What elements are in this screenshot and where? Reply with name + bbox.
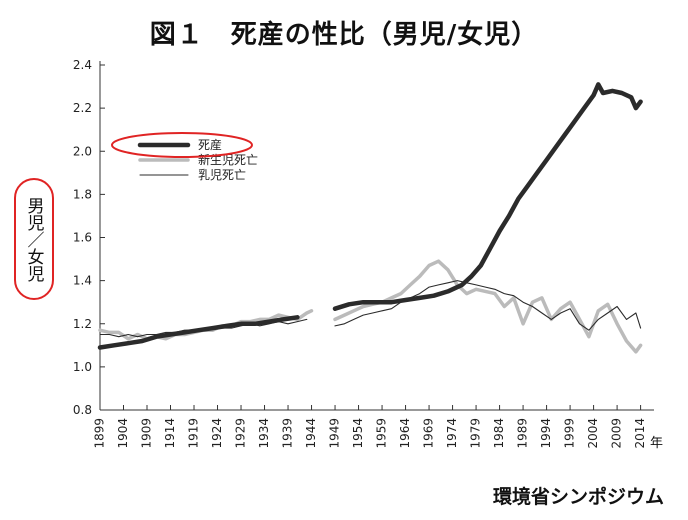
x-tick-label: 1899	[93, 418, 107, 449]
x-tick-label: 1944	[304, 418, 318, 449]
x-tick-label: 1904	[116, 418, 130, 449]
x-tick-label: 1949	[328, 418, 342, 449]
x-tick-label: 2004	[586, 418, 600, 449]
y-tick-label: 1.2	[73, 317, 92, 331]
x-tick-label: 1999	[563, 418, 577, 449]
x-tick-label: 1934	[257, 418, 271, 449]
y-tick-label: 2.4	[73, 58, 92, 72]
x-tick-label: 1979	[469, 418, 483, 449]
x-tick-label: 1954	[351, 418, 365, 449]
x-tick-label: 1929	[234, 418, 248, 449]
series-line-stillbirth	[332, 82, 643, 311]
legend-highlight-ellipse	[111, 132, 253, 158]
y-tick-label: 2.0	[73, 144, 92, 158]
legend-label: 死産	[198, 137, 222, 152]
series-line-neonatal-death	[333, 259, 643, 354]
y-tick-label: 2.2	[73, 101, 92, 115]
series-line-infant-death	[334, 280, 642, 331]
source-credit: 環境省シンポジウム	[492, 486, 664, 508]
y-axis-label: 男児／女児	[23, 196, 44, 282]
x-tick-label: 1959	[375, 418, 389, 449]
x-tick-label: 1924	[210, 418, 224, 449]
x-tick-label: 1969	[422, 418, 436, 449]
y-tick-label: 0.8	[73, 403, 92, 417]
y-tick-label: 1.6	[73, 231, 92, 245]
y-tick-label: 1.8	[73, 187, 92, 201]
x-tick-label: 1994	[539, 418, 553, 449]
x-tick-label: 2009	[610, 418, 624, 449]
x-axis-unit: 年	[650, 436, 664, 451]
y-tick-label: 1.0	[73, 360, 92, 374]
legend-label: 乳児死亡	[198, 168, 246, 182]
x-tick-label: 1964	[398, 418, 412, 449]
y-tick-label: 1.4	[73, 274, 92, 288]
series-line-stillbirth	[97, 315, 300, 350]
x-tick-label: 1989	[516, 418, 530, 449]
x-tick-label: 1974	[445, 418, 459, 449]
x-tick-label: 1939	[281, 418, 295, 449]
x-tick-label: 2014	[633, 418, 647, 449]
series-line-neonatal-death	[98, 309, 314, 341]
x-tick-label: 1984	[492, 418, 506, 449]
x-tick-label: 1914	[163, 418, 177, 449]
chart-title: 図１ 死産の性比（男児/女児）	[149, 20, 539, 50]
x-tick-label: 1919	[187, 418, 201, 449]
x-tick-label: 1909	[140, 418, 154, 449]
y-axis-label-highlight: 男児／女児	[14, 178, 54, 300]
